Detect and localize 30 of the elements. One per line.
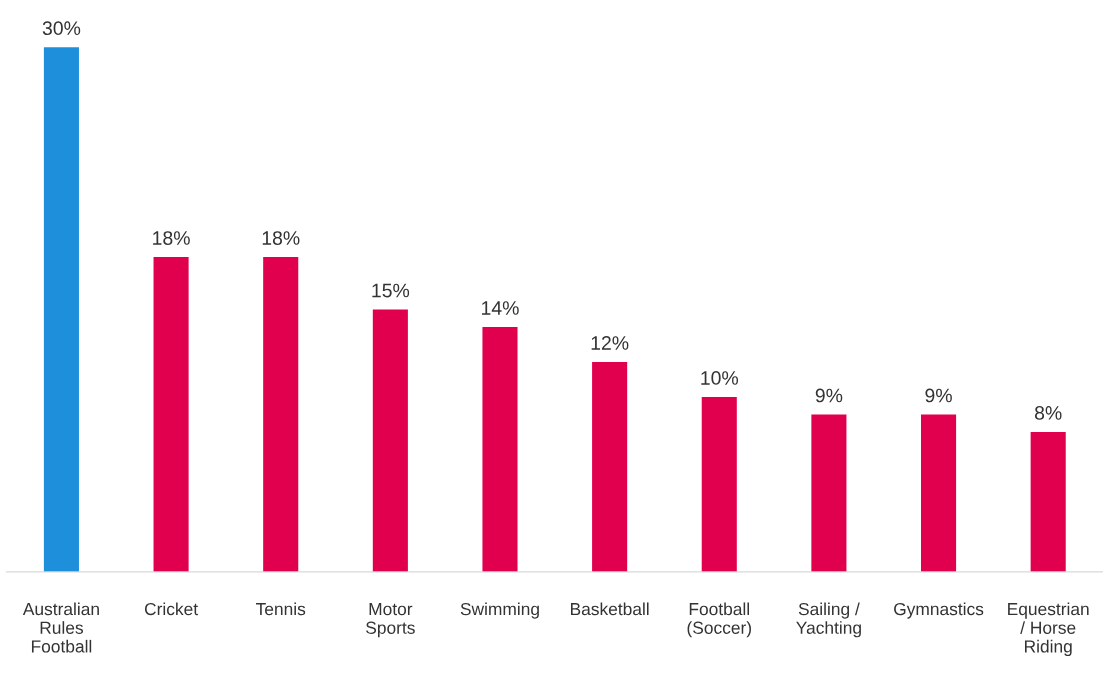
x-tick-label: Motor Sports: [366, 603, 415, 638]
x-tick-label: Sailing / Yachting: [796, 602, 861, 638]
data-label: 15%: [372, 283, 410, 298]
bar: [592, 362, 628, 572]
data-label: 30%: [42, 21, 81, 36]
bar: [263, 257, 299, 572]
bar: [482, 327, 518, 572]
bar: [372, 309, 408, 572]
data-label: 10%: [701, 371, 739, 385]
x-tick-label: Swimming: [460, 602, 539, 619]
x-tick-label: Equestrian / Horse Riding: [1008, 602, 1089, 657]
x-tick-label: Cricket: [144, 602, 198, 616]
data-label: 12%: [591, 336, 629, 350]
data-label: 18%: [262, 231, 300, 245]
bar: [701, 397, 737, 572]
bar: [43, 47, 79, 572]
x-tick-label: Tennis: [256, 602, 306, 616]
x-tick-label: Basketball: [571, 602, 649, 616]
data-label: 9%: [815, 388, 843, 403]
data-label: 18%: [153, 231, 190, 245]
x-tick-label: Australian Rules Football: [22, 602, 99, 653]
data-label: 8%: [1034, 406, 1062, 420]
x-tick-label: Gymnastics: [894, 602, 984, 619]
data-label: 14%: [482, 301, 519, 315]
data-label: 9%: [925, 388, 952, 403]
bar: [1030, 431, 1066, 572]
bar: [811, 414, 847, 572]
bar: [921, 414, 957, 572]
x-tick-label: Football (Soccer): [687, 602, 751, 638]
bar: [153, 257, 189, 572]
